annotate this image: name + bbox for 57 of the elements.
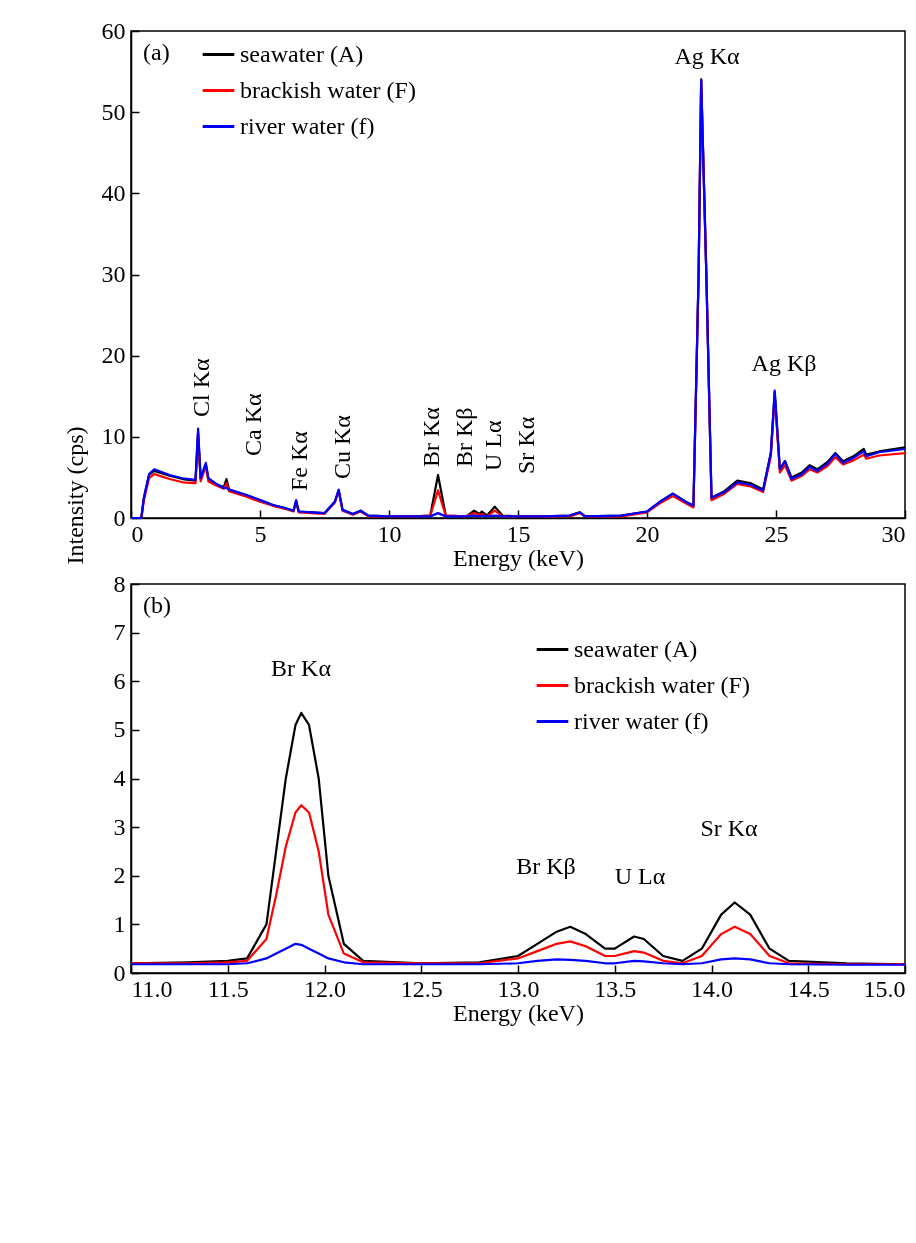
legend-label: seawater (A) (240, 40, 364, 67)
y-tick-label: 1 (113, 910, 126, 937)
y-tick-label: 5 (113, 716, 126, 743)
annotation: Br Kα (418, 406, 444, 467)
x-tick-label: 20 (635, 520, 660, 547)
annotation: Br Kβ (516, 853, 576, 879)
y-tick-label: 20 (101, 342, 126, 369)
x-tick-label: 13.0 (497, 975, 540, 1002)
x-tick-label: 12.5 (400, 975, 443, 1002)
annotation: Cl Kα (188, 357, 214, 417)
legend-label: river water (f) (240, 112, 375, 139)
annotation: Br Kα (271, 655, 332, 681)
x-tick-label: 12.0 (304, 975, 346, 1002)
x-tick-label: 13.5 (594, 975, 637, 1002)
x-axis-title: Energy (keV) (453, 544, 584, 571)
y-axis-title: Intensity (cps) (61, 426, 88, 565)
y-tick-label: 40 (101, 179, 126, 206)
y-tick-label: 10 (101, 423, 126, 450)
y-tick-label: 30 (101, 261, 126, 287)
legend-label: brackish water (F) (574, 671, 750, 698)
line-series (129, 942, 907, 966)
x-tick-label: 0 (131, 520, 144, 547)
annotation: Cu Kα (329, 414, 355, 479)
annotation: Sr Kα (513, 416, 539, 474)
annotation: (a) (143, 39, 170, 65)
annotation: Br Kβ (451, 407, 477, 467)
y-tick-label: 2 (113, 862, 126, 889)
line-series (129, 804, 907, 966)
y-tick-label: 50 (101, 98, 126, 125)
annotation: Ag Kα (674, 43, 741, 69)
annotation: Ca Kα (240, 393, 266, 456)
x-tick-label: 14.0 (691, 975, 733, 1002)
x-tick-label: 11.0 (131, 975, 173, 1002)
annotation: Fe Kα (286, 430, 312, 491)
y-tick-label: 3 (113, 813, 126, 840)
legend-label: river water (f) (574, 707, 709, 734)
legend-label: brackish water (F) (240, 76, 416, 103)
x-tick-label: 15.0 (863, 975, 906, 1002)
x-axis-title: Energy (keV) (453, 999, 584, 1026)
x-tick-label: 15 (506, 520, 531, 547)
annotation: U Lα (614, 863, 666, 889)
x-tick-label: 14.5 (787, 975, 830, 1002)
y-tick-label: 60 (101, 17, 126, 44)
x-tick-label: 30 (881, 520, 906, 547)
x-tick-label: 25 (764, 520, 789, 547)
annotation: Sr Kα (700, 815, 759, 841)
annotation: (b) (143, 592, 171, 618)
y-tick-label: 8 (113, 570, 126, 597)
x-tick-label: 5 (254, 520, 267, 547)
annotation: Ag Kβ (751, 350, 817, 376)
y-tick-label: 4 (113, 765, 126, 791)
annotation: U Lα (480, 420, 506, 471)
x-tick-label: 10 (377, 520, 402, 547)
legend-label: seawater (A) (574, 635, 698, 662)
y-tick-label: 7 (113, 619, 126, 646)
y-tick-label: 6 (113, 667, 126, 694)
x-tick-label: 11.5 (207, 975, 249, 1002)
